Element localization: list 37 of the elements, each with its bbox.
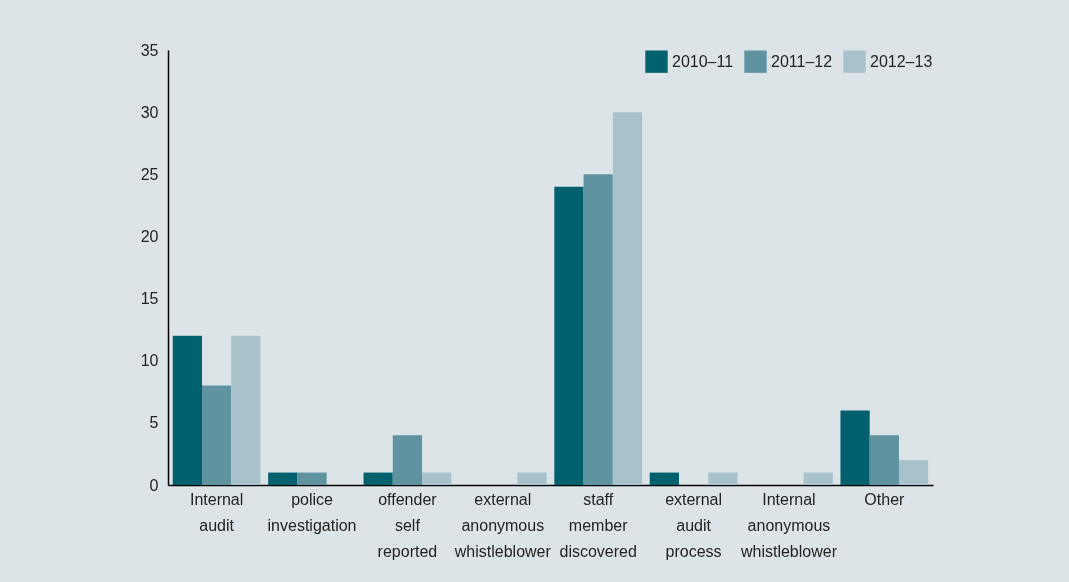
x-tick-label: staff member discovered — [559, 490, 637, 560]
y-tick-label: 25 — [140, 165, 159, 183]
bar — [297, 472, 327, 485]
bar — [392, 435, 423, 485]
y-tick-label: 15 — [140, 290, 159, 308]
x-tick-label: Internal audit — [189, 490, 244, 534]
bar — [840, 410, 870, 485]
bar — [268, 472, 298, 485]
bar — [231, 335, 261, 485]
bar — [422, 472, 452, 485]
x-tick-label: external anonymous whistleblower — [453, 490, 552, 560]
bar — [202, 385, 232, 485]
y-tick-label: 0 — [149, 476, 159, 494]
legend-label: 2011–12 — [771, 52, 833, 70]
y-tick-label: 30 — [140, 103, 159, 121]
bar — [363, 472, 393, 485]
legend-label: 2012–13 — [870, 52, 933, 70]
x-tick-label: police investigation — [267, 490, 357, 534]
bar — [803, 472, 833, 485]
bar — [898, 460, 929, 485]
y-tick-label: 5 — [149, 414, 159, 432]
bar — [649, 472, 679, 485]
bar — [517, 472, 547, 485]
x-tick-label: offender self reported — [377, 490, 438, 560]
bar — [869, 435, 899, 485]
y-tick-label: 35 — [140, 41, 159, 59]
bar — [583, 174, 613, 485]
x-tick-label: Internal anonymous whistleblower — [739, 490, 838, 560]
bar — [612, 112, 643, 485]
bar — [172, 335, 203, 485]
bar — [708, 472, 738, 485]
x-tick-label: external audit process — [665, 490, 723, 560]
y-tick-label: 10 — [140, 352, 159, 370]
legend-label: 2010–11 — [672, 52, 734, 70]
x-tick-label: Other — [864, 490, 906, 508]
y-tick-label: 20 — [140, 227, 159, 245]
bar — [554, 186, 584, 485]
